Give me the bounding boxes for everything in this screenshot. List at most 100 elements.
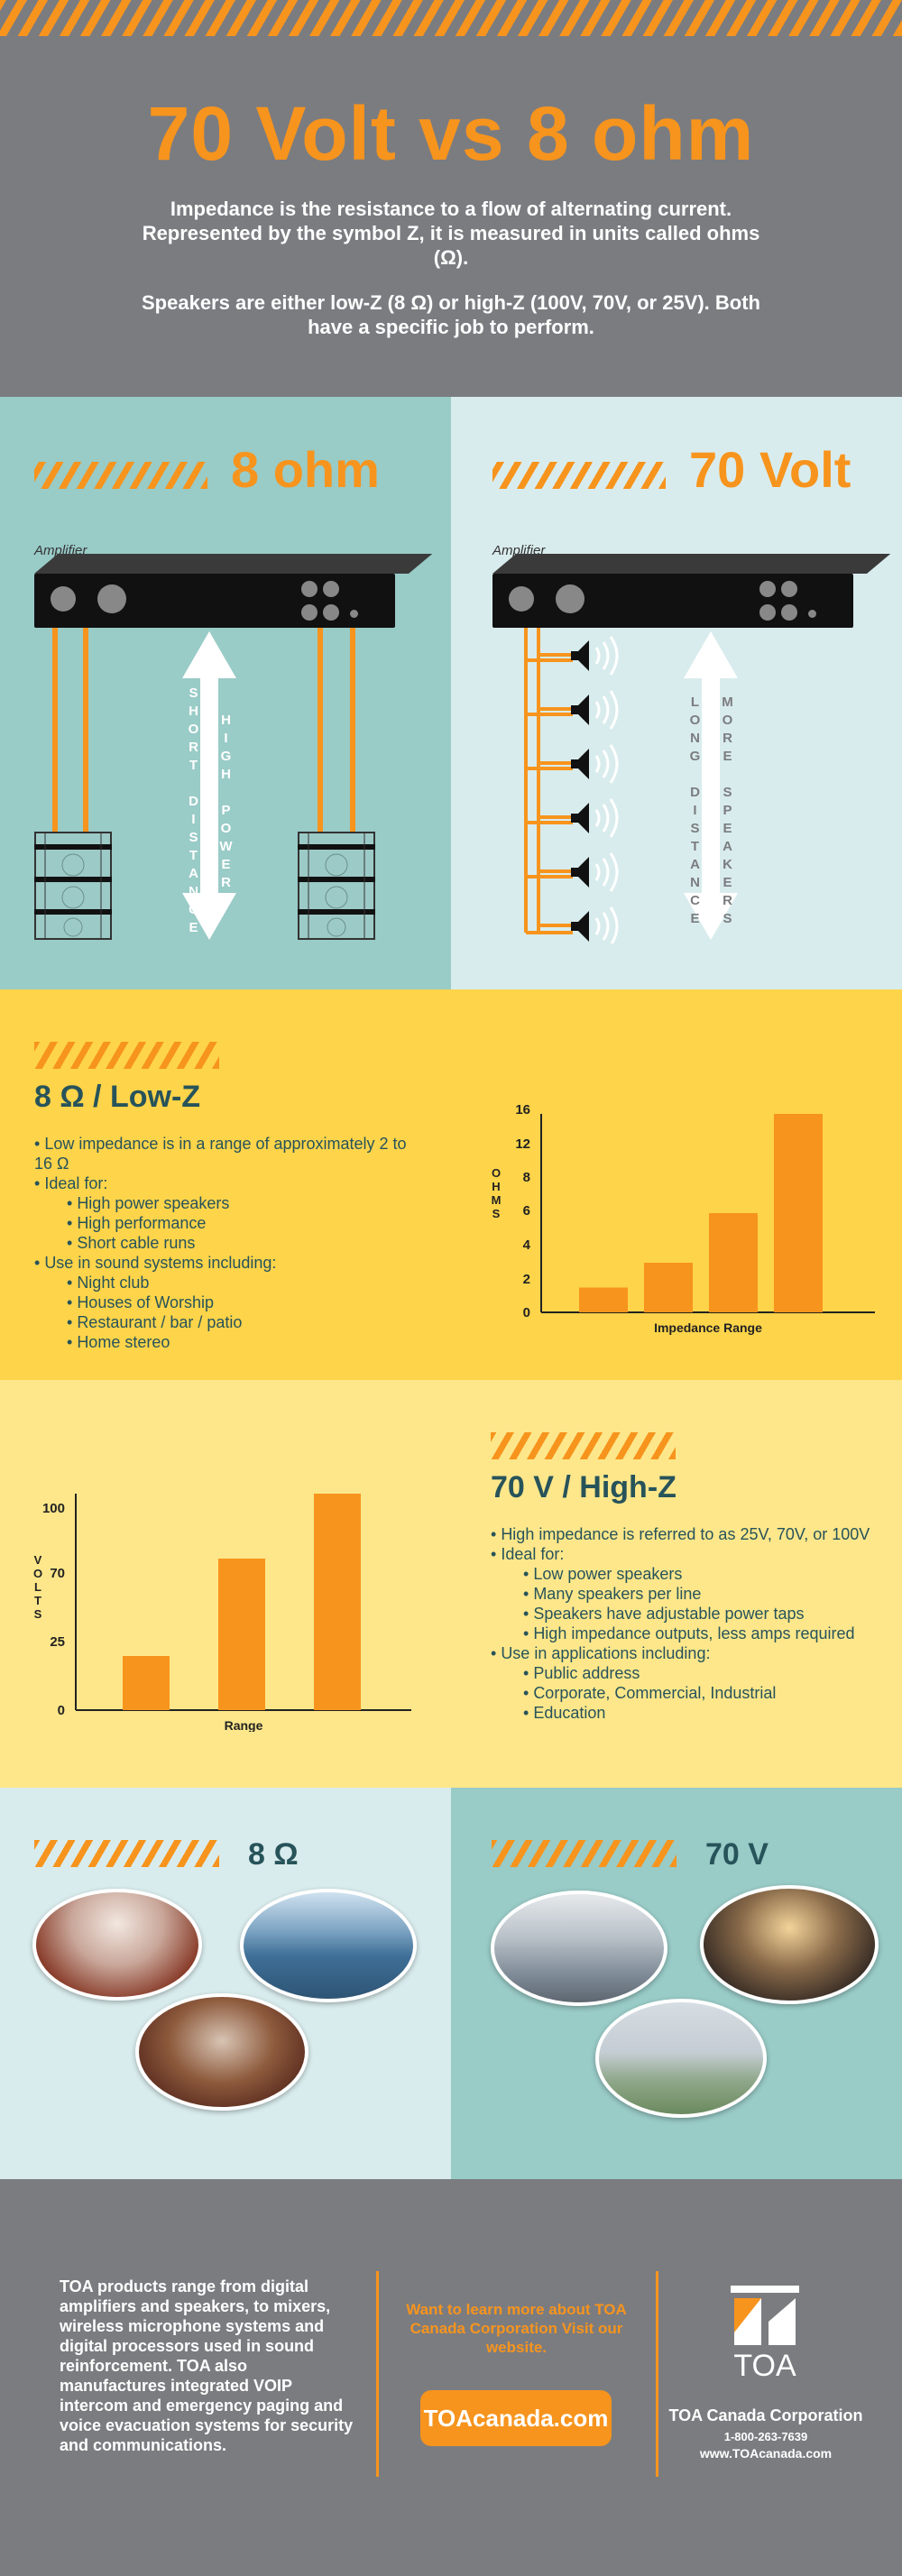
amp-knob <box>808 610 816 618</box>
highz-bullet-list: High impedance is referred to as 25V, 70… <box>491 1524 888 1723</box>
y-tick-label: 0 <box>58 1703 65 1718</box>
y-tick-label: 100 <box>42 1501 65 1516</box>
amp-knob <box>759 581 776 597</box>
highz-bullet: Ideal for: <box>491 1544 888 1564</box>
y-tick-label: 2 <box>523 1272 530 1287</box>
lowz-sub-bullet: High power speakers <box>34 1193 413 1213</box>
bar <box>644 1263 693 1312</box>
top-stripe-decoration <box>0 0 902 36</box>
y-axis-label: O <box>492 1166 501 1180</box>
amp-knob <box>509 586 534 612</box>
hatch-decoration <box>491 1432 676 1459</box>
bar <box>774 1114 823 1312</box>
lowz-bullet: Ideal for: <box>34 1173 413 1193</box>
compare-70volt-heading: 70 Volt <box>689 441 851 498</box>
highz-heading: 70 V / High-Z <box>491 1470 676 1504</box>
bar <box>709 1213 758 1312</box>
amp-knob <box>301 581 318 597</box>
highz-sub-bullet: Speakers have adjustable power taps <box>491 1604 888 1624</box>
footer-cta-text: Want to learn more about TOA Canada Corp… <box>406 2301 627 2356</box>
y-tick-label: 16 <box>515 1102 530 1118</box>
speaker-wire <box>318 628 323 835</box>
highz-bullet: High impedance is referred to as 25V, 70… <box>491 1524 888 1544</box>
amp-knob <box>781 604 797 621</box>
bar <box>579 1287 628 1312</box>
compare-8ohm-heading: 8 ohm <box>231 441 380 498</box>
speaker-cabinet-icon <box>34 832 112 940</box>
y-tick-label: 6 <box>523 1203 530 1219</box>
website-button[interactable]: TOAcanada.com <box>420 2390 612 2446</box>
highz-bullet: Use in applications including: <box>491 1643 888 1663</box>
highz-sub-bullet: High impedance outputs, less amps requir… <box>491 1624 888 1643</box>
y-tick-label: 8 <box>523 1170 530 1185</box>
y-axis-label: V <box>34 1553 42 1567</box>
amp-knob <box>51 586 76 612</box>
amp-knob <box>97 584 126 613</box>
footer-url[interactable]: www.TOAcanada.com <box>699 2446 833 2461</box>
amplifier-top <box>34 554 433 574</box>
gallery-8ohm-heading: 8 Ω <box>248 1837 299 1872</box>
speaker-wire <box>52 628 58 835</box>
amp-knob <box>301 604 318 621</box>
intro-paragraph-1: Impedance is the resistance to a flow of… <box>142 198 760 269</box>
worship-photo <box>240 1889 417 2002</box>
speaker-wire <box>350 628 355 835</box>
y-axis-label: S <box>34 1607 42 1621</box>
arrow-label-long-distance: LONG DISTANCE <box>687 695 703 929</box>
lowz-bullet: Low impedance is in a range of approxima… <box>34 1134 413 1173</box>
y-axis-label: O <box>33 1567 42 1580</box>
hatch-decoration <box>34 1042 219 1069</box>
y-axis-label: M <box>492 1193 502 1207</box>
arrow-label-high-power: HIGH POWER <box>218 713 234 893</box>
amplifier-top <box>492 554 891 574</box>
y-axis-label: S <box>492 1207 501 1220</box>
bar <box>123 1656 170 1710</box>
y-axis-label: L <box>34 1580 41 1594</box>
speaker-cabinet-icon <box>298 832 375 940</box>
page-title: 70 Volt vs 8 ohm <box>147 91 755 176</box>
amp-knob <box>759 604 776 621</box>
gallery-70v-heading: 70 V <box>705 1837 769 1872</box>
lowz-heading-text: 8 Ω / Low-Z <box>34 1080 201 1114</box>
lowz-sub-bullet: High performance <box>34 1213 413 1233</box>
y-axis-label: H <box>492 1180 500 1193</box>
amplifier-icon <box>34 574 395 628</box>
y-tick-label: 0 <box>523 1305 530 1320</box>
education-photo <box>595 1999 767 2118</box>
highz-sub-bullet: Many speakers per line <box>491 1584 888 1604</box>
header-section <box>0 0 902 397</box>
y-tick-label: 70 <box>50 1566 65 1581</box>
bar <box>314 1494 361 1710</box>
restaurant-photo <box>135 1993 308 2111</box>
footer-section <box>0 2179 902 2576</box>
y-tick-label: 12 <box>515 1136 530 1152</box>
double-arrow-icon <box>684 631 738 940</box>
double-arrow-icon <box>182 631 236 940</box>
y-tick-label: 4 <box>523 1237 531 1253</box>
x-axis-label: Range <box>225 1718 263 1732</box>
y-tick-label: 25 <box>50 1634 65 1650</box>
hatch-decoration <box>492 462 666 489</box>
toa-logo-text: TOA <box>733 2349 796 2383</box>
hatch-decoration <box>34 1840 219 1867</box>
highz-sub-bullet: Low power speakers <box>491 1564 888 1584</box>
footer-divider <box>376 2271 379 2477</box>
toa-logo-icon <box>731 2286 799 2345</box>
highz-sub-bullet: Corporate, Commercial, Industrial <box>491 1683 888 1703</box>
intro-paragraph-2: Speakers are either low-Z (8 Ω) or high-… <box>142 291 760 338</box>
amp-knob <box>323 581 339 597</box>
lowz-sub-bullet: Restaurant / bar / patio <box>34 1312 413 1332</box>
y-axis-label: T <box>34 1594 41 1607</box>
hatch-decoration <box>34 462 207 489</box>
lowz-sub-bullet: Short cable runs <box>34 1233 413 1253</box>
footer-about-text: TOA products range from digital amplifie… <box>60 2277 354 2454</box>
public-address-photo <box>491 1891 667 2006</box>
amp-knob <box>323 604 339 621</box>
night-club-photo <box>32 1889 202 2001</box>
lowz-sub-bullet: Home stereo <box>34 1332 413 1352</box>
x-axis-label: Impedance Range <box>654 1320 762 1335</box>
footer-company: TOA Canada Corporation <box>668 2406 863 2424</box>
footer-phone: 1-800-263-7639 <box>723 2430 808 2443</box>
